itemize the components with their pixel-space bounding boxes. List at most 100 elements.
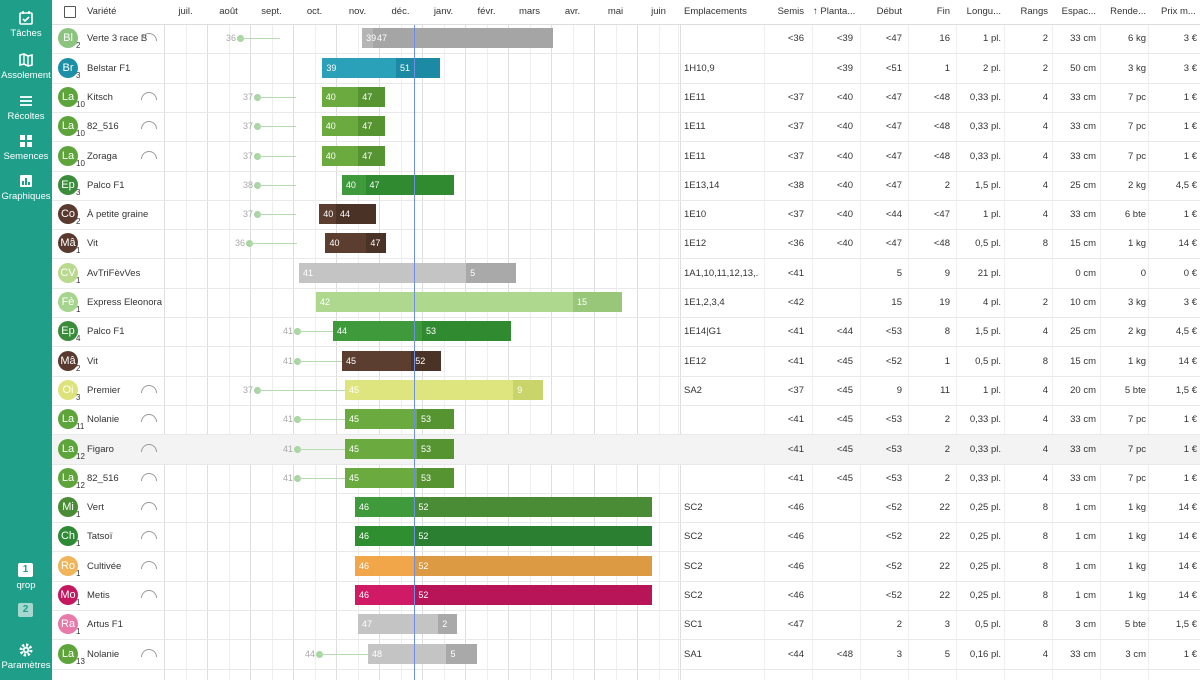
table-row[interactable]: Mo 1 Metis 46 52 SC2 <46 <52 22 0,25 pl. 8 1 cm 1 kg…: [52, 581, 1200, 611]
start-cell: <51: [885, 63, 902, 74]
crop-avatar[interactable]: La: [58, 439, 78, 459]
crop-avatar[interactable]: Ro: [58, 556, 78, 576]
crop-avatar[interactable]: Mo: [58, 585, 78, 605]
nav-charts[interactable]: Graphiques: [0, 173, 52, 202]
nav-seeds[interactable]: Semences: [0, 133, 52, 162]
nav-harvests[interactable]: Récoltes: [0, 93, 52, 122]
bar-end-week-label: 47: [369, 180, 380, 190]
timeline-bar[interactable]: 40 47: [296, 116, 385, 136]
table-row[interactable]: La 11 Nolanie 41 45 53 <41 <45 <53 2 0,33 pl. 4 33 c…: [52, 405, 1200, 435]
week-gridline: [185, 0, 187, 680]
table-row[interactable]: CV 1 AvTriFèvVes 41 5 1A1,10,11,12,13,... <41 5…: [52, 259, 1200, 289]
table-row[interactable]: Fè 1 Express Eleonora 42 15 1E1,2,3,4 <42 15 19 4…: [52, 288, 1200, 318]
timeline-bar[interactable]: 39 47: [280, 28, 590, 48]
bar-end-week-label: 47: [362, 92, 373, 102]
header-length[interactable]: Longu...: [966, 6, 1001, 17]
workspace-2-button[interactable]: 2: [18, 603, 33, 617]
table-row[interactable]: La 13 Nolanie 44 48 5 SA1 <44 <48 3 5 0,16 pl. 4 33 c…: [52, 640, 1200, 670]
timeline-bar[interactable]: 47 2: [358, 614, 457, 634]
timeline-bar[interactable]: 46 52: [355, 497, 652, 517]
timeline-bar[interactable]: 45 53: [345, 409, 454, 429]
timeline-bar[interactable]: 40 47: [296, 87, 385, 107]
timeline-bar[interactable]: 45 52: [342, 351, 441, 371]
crop-avatar[interactable]: CV: [58, 263, 78, 283]
planting-count: 11: [76, 422, 85, 431]
select-all-checkbox[interactable]: [64, 6, 76, 18]
week-gridline: [314, 0, 316, 680]
table-row[interactable]: Ep 3 Palco F1 38 40 47 1E13,14 <38 <40 <47 2 1,5 pl…: [52, 171, 1200, 201]
table-row[interactable]: Ra 1 Artus F1 47 2 SC1 <47 2 3 0,5 pl. 8 3 cm 5 bte 1…: [52, 610, 1200, 640]
nursery-line: [257, 126, 296, 127]
timeline-bar[interactable]: 46 52: [355, 526, 652, 546]
location-cell: SC1: [684, 619, 703, 630]
header-yield[interactable]: Rende...: [1110, 6, 1146, 17]
header-end[interactable]: Fin: [936, 6, 950, 17]
table-row[interactable]: La 10 82_516 37 40 47 1E11 <37 <40 <47 <48 0,33 pl.…: [52, 112, 1200, 142]
workspace-1-button[interactable]: 1: [18, 563, 33, 577]
nav-settings[interactable]: Paramètres: [0, 642, 52, 671]
crop-avatar[interactable]: La: [58, 409, 78, 429]
timeline-bar[interactable]: 46 52: [355, 585, 652, 605]
header-price[interactable]: Prix m...: [1161, 6, 1196, 17]
timeline-bar[interactable]: 42 15: [316, 292, 622, 312]
table-row[interactable]: La 10 Kitsch 37 40 47 1E11 <37 <40 <47 <48 0,33 pl.…: [52, 83, 1200, 113]
timeline-bar[interactable]: 46 52: [355, 556, 652, 576]
length-cell: 0,25 pl.: [969, 561, 1001, 572]
table-row[interactable]: Ch 1 Tatsoï 46 52 SC2 <46 <52 22 0,25 pl. 8 1 cm 1 k…: [52, 522, 1200, 552]
table-row[interactable]: Mâ 2 Vit 41 45 52 1E12 <41 <45 <52 1 0,5 pl. 8 15 cm 1…: [52, 347, 1200, 377]
crop-avatar[interactable]: Ep: [58, 175, 78, 195]
bar-end-week-label: 47: [362, 151, 373, 161]
timeline-bar[interactable]: 48 5: [368, 644, 477, 664]
timeline-bar[interactable]: 40 44: [296, 204, 376, 224]
header-variety[interactable]: Variété: [87, 6, 117, 17]
crop-avatar[interactable]: Ch: [58, 526, 78, 546]
timeline-bar[interactable]: 40 47: [297, 233, 386, 253]
timeline-bar[interactable]: 45 9: [345, 380, 543, 400]
crop-avatar[interactable]: La: [58, 468, 78, 488]
nav-tasks[interactable]: Tâches: [0, 10, 52, 39]
planting-cell: [813, 552, 853, 581]
header-spacing[interactable]: Espac...: [1061, 6, 1096, 17]
table-row[interactable]: Bl 2 Verte 3 race B 36 39 47 <36 <39 <47 16 1 pl. 2…: [52, 24, 1200, 54]
crop-avatar[interactable]: Ra: [58, 614, 78, 634]
table-row[interactable]: Mâ 1 Vit 36 40 47 1E12 <36 <40 <47 <48 0,5 pl. 8 15 c…: [52, 229, 1200, 259]
timeline-bar[interactable]: 45 53: [345, 439, 454, 459]
timeline-bar[interactable]: 40 47: [296, 146, 385, 166]
header-locations[interactable]: Emplacements: [684, 6, 747, 17]
table-row[interactable]: Br 3 Belstar F1 39 51 1H10,9 <39 <51 1 2 pl. 2 50 c…: [52, 54, 1200, 84]
table-row[interactable]: La 12 Figaro 41 45 53 <41 <45 <53 2 0,33 pl. 4 33 cm…: [52, 435, 1200, 465]
table-row[interactable]: Ep 4 Palco F1 41 44 53 1E14|G1 <41 <44 <53 8 1,5 pl…: [52, 317, 1200, 347]
timeline-bar[interactable]: 44 53: [333, 321, 511, 341]
table-row[interactable]: Co 2 À petite graine 37 40 44 1E10 <37 <40 <44 <47…: [52, 200, 1200, 230]
header-sowing[interactable]: Semis: [777, 6, 804, 17]
crop-avatar[interactable]: Mâ: [58, 351, 78, 371]
crop-avatar[interactable]: Br: [58, 58, 78, 78]
crop-avatar[interactable]: Co: [58, 204, 78, 224]
header-planting[interactable]: ↑ Planta...: [813, 0, 857, 24]
crop-avatar[interactable]: Ep: [58, 321, 78, 341]
crop-avatar[interactable]: La: [58, 146, 78, 166]
header-rows[interactable]: Rangs: [1020, 6, 1048, 17]
crop-avatar[interactable]: Oi: [58, 380, 78, 400]
table-row[interactable]: Mi 1 Vert 46 52 SC2 <46 <52 22 0,25 pl. 8 1 cm 1 kg 1…: [52, 493, 1200, 523]
timeline-bar[interactable]: 40 47: [296, 175, 454, 195]
nav-assolement[interactable]: Assolement: [0, 52, 52, 81]
workspace-label: qrop: [16, 580, 36, 591]
crop-avatar[interactable]: La: [58, 87, 78, 107]
crop-avatar[interactable]: Mâ: [58, 233, 78, 253]
header-start[interactable]: Début: [876, 6, 902, 17]
table-row[interactable]: Ro 1 Cultivée 46 52 SC2 <46 <52 22 0,25 pl. 8 1 cm 1…: [52, 552, 1200, 582]
table-row[interactable]: La 12 82_516 41 45 53 <41 <45 <53 2 0,33 pl. 4 33 cm…: [52, 464, 1200, 494]
table-row[interactable]: Oi 3 Premier 37 45 9 SA2 <37 <45 9 11 1 pl. 4 20 cm 5 …: [52, 376, 1200, 406]
timeline-bar[interactable]: 39 51: [280, 58, 440, 78]
crop-avatar[interactable]: Fè: [58, 292, 78, 312]
length-cell: 1,5 pl.: [975, 180, 1001, 191]
timeline-bar[interactable]: 45 53: [345, 468, 454, 488]
crop-avatar[interactable]: La: [58, 116, 78, 136]
sowing-week-label: 37: [242, 92, 253, 102]
table-row[interactable]: La 10 Zoraga 37 40 47 1E11 <37 <40 <47 <48 0,33 pl.…: [52, 142, 1200, 172]
timeline-bar[interactable]: 41 5: [299, 263, 516, 283]
crop-avatar[interactable]: Bl: [58, 28, 78, 48]
crop-avatar[interactable]: La: [58, 644, 78, 664]
crop-avatar[interactable]: Mi: [58, 497, 78, 517]
